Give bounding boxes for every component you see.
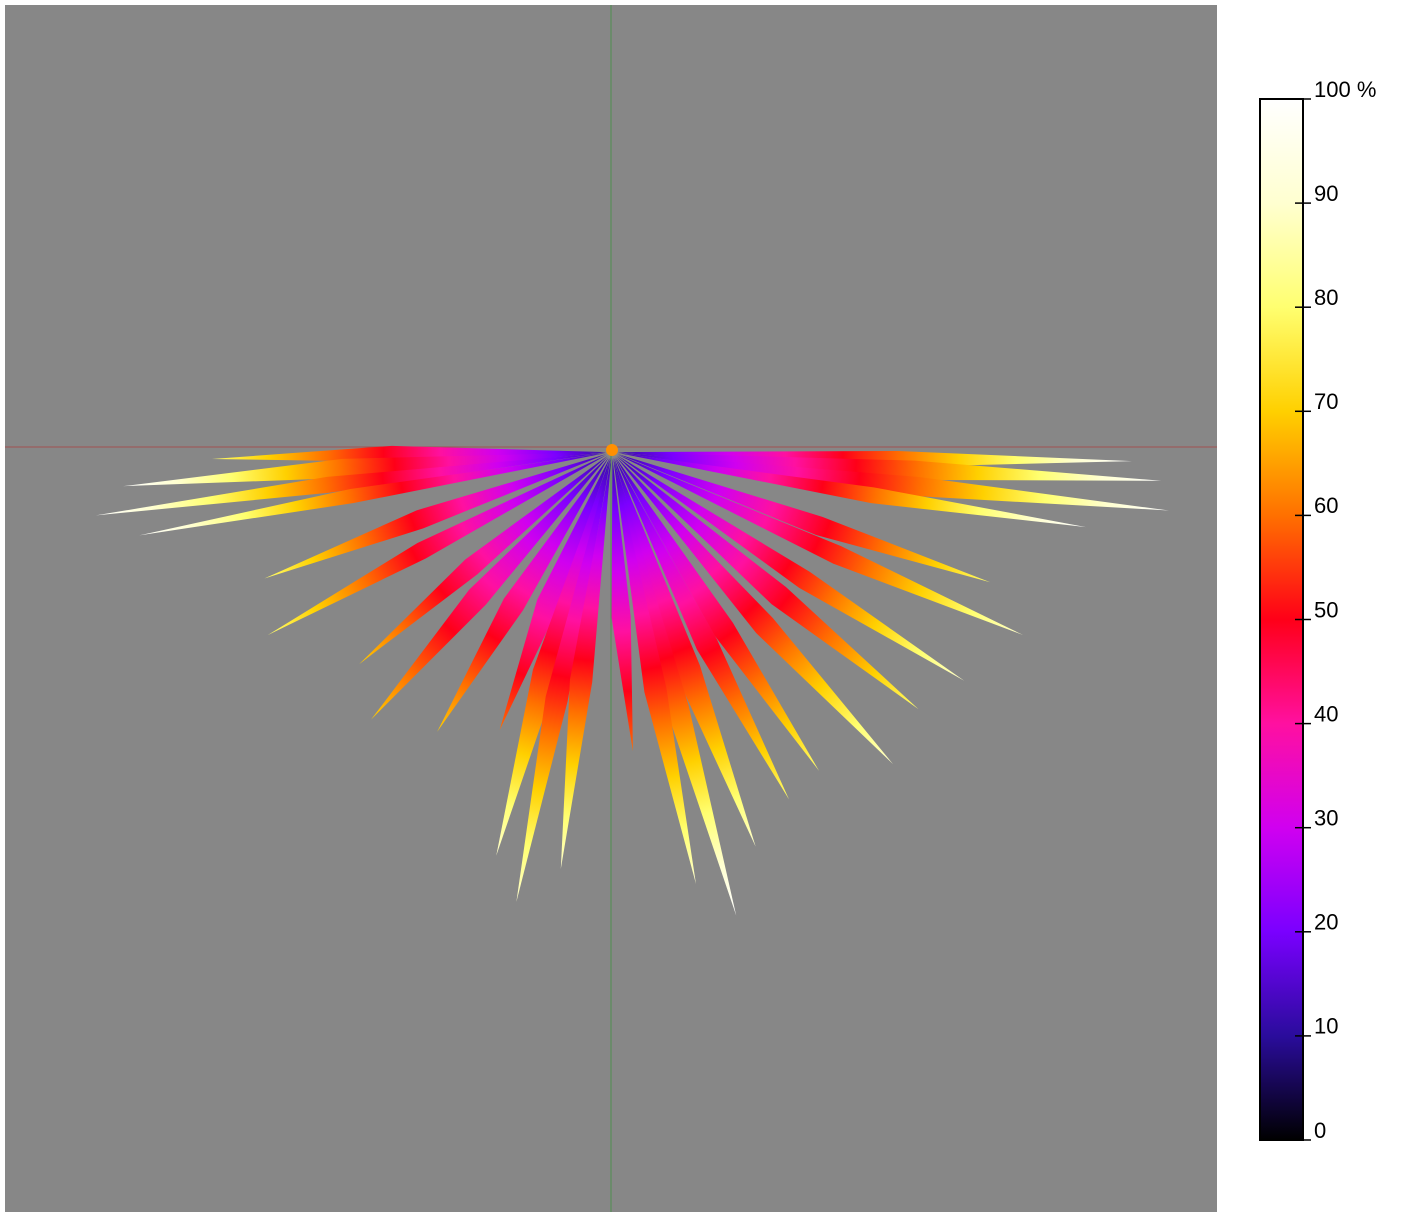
colorbar-tick-label: 100 %: [1314, 77, 1376, 102]
colorbar-tick-label: 60: [1314, 493, 1338, 518]
colorbar-tick-label: 90: [1314, 181, 1338, 206]
colorbar-tick-label: 40: [1314, 701, 1338, 726]
colorbar-tick-label: 80: [1314, 285, 1338, 310]
colorbar-tick-label: 50: [1314, 597, 1338, 622]
colorbar-tick-label: 20: [1314, 910, 1338, 935]
colorbar-tick-label: 0: [1314, 1118, 1326, 1143]
colorbar-tick-label: 70: [1314, 389, 1338, 414]
source-center: [606, 444, 618, 456]
colorbar-tick-label: 10: [1314, 1014, 1338, 1039]
page: 0102030405060708090100 % (() => { const …: [0, 0, 1404, 1212]
viewer: 0 10 20 30 40 50 60 70 80 90 100 %: [0, 0, 1404, 1212]
colorbar-tick-label: 30: [1314, 806, 1338, 831]
